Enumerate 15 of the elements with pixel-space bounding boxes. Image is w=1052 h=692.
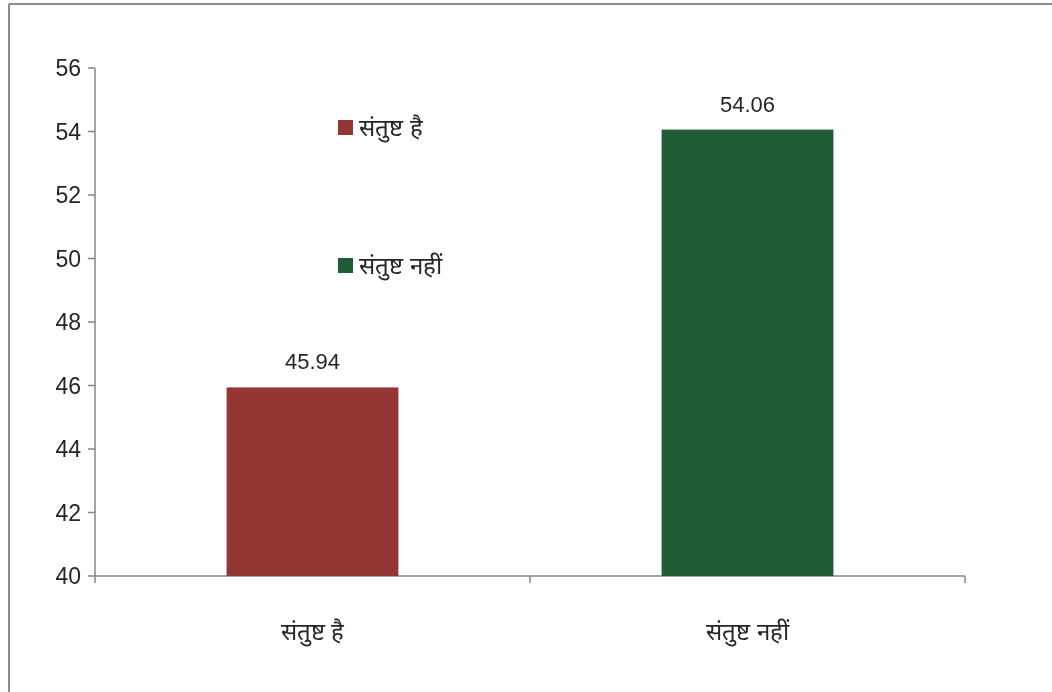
legend-label: संतुष्ट है bbox=[359, 114, 423, 141]
legend-label: संतुष्ट नहीं bbox=[359, 252, 442, 279]
y-tick-label: 56 bbox=[55, 55, 81, 81]
y-tick-label: 40 bbox=[55, 563, 81, 589]
y-tick-label: 54 bbox=[55, 118, 81, 145]
data-label: 54.06 bbox=[719, 91, 776, 117]
y-tick-label: 44 bbox=[55, 436, 81, 462]
y-tick-label: 42 bbox=[55, 499, 81, 526]
y-tick-label: 48 bbox=[55, 309, 81, 335]
data-label: 45.94 bbox=[284, 349, 341, 375]
x-tick-label: संतुष्ट नहीं bbox=[706, 618, 789, 645]
y-tick-label: 52 bbox=[55, 182, 81, 208]
x-tick-label: संतुष्ट है bbox=[280, 618, 345, 645]
y-tick-label: 50 bbox=[55, 245, 81, 272]
y-tick-label: 46 bbox=[55, 372, 81, 399]
